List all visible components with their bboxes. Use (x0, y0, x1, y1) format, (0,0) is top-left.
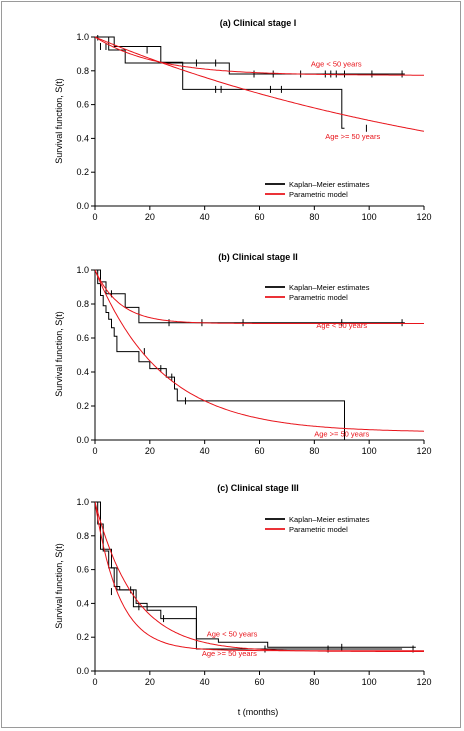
x-tick-label: 20 (145, 677, 155, 687)
panel-stage-1: (a) Clinical stage I Survival function, … (54, 18, 432, 222)
y-tick-label: 0.0 (76, 435, 89, 445)
x-tick-label: 0 (92, 446, 97, 456)
y-tick-label: 0.6 (76, 565, 89, 575)
legend-label: Kaplan–Meier estimates (289, 180, 370, 189)
y-tick-label: 0.2 (76, 167, 89, 177)
legend-label: Parametric model (289, 293, 348, 302)
x-tick-label: 80 (309, 212, 319, 222)
group-annotation: Age < 50 years (207, 629, 258, 638)
x-tick-label: 20 (145, 212, 155, 222)
panel-stage-2: (b) Clinical stage II Survival function,… (54, 252, 432, 456)
x-tick-label: 60 (254, 677, 264, 687)
legend-label: Parametric model (289, 525, 348, 534)
x-tick-label: 0 (92, 677, 97, 687)
x-tick-label: 40 (200, 677, 210, 687)
km-curve-older (95, 269, 345, 440)
group-annotation: Age >= 50 years (314, 430, 369, 439)
y-axis-label: Survival function, S(t) (54, 78, 64, 164)
plot-area (95, 501, 424, 653)
legend-label: Kaplan–Meier estimates (289, 515, 370, 524)
x-tick-label: 60 (254, 212, 264, 222)
x-tick-label: 100 (362, 677, 377, 687)
panel-title: (a) Clinical stage I (220, 18, 297, 28)
y-tick-label: 0.8 (76, 299, 89, 309)
model-curve-younger (95, 36, 424, 76)
panel-title: (c) Clinical stage III (217, 483, 299, 493)
group-annotation: Age >= 50 years (202, 649, 257, 658)
x-tick-label: 40 (200, 212, 210, 222)
model-curve-younger (95, 501, 424, 652)
x-tick-label: 120 (416, 212, 431, 222)
model-curve-younger (95, 269, 424, 324)
y-tick-label: 0.2 (76, 632, 89, 642)
model-curve-older (95, 36, 424, 132)
y-tick-label: 0.4 (76, 133, 89, 143)
y-axis-label: Survival function, S(t) (54, 311, 64, 397)
y-axis-label: Survival function, S(t) (54, 543, 64, 629)
y-tick-label: 1.0 (76, 32, 89, 42)
group-annotation: Age >= 50 years (325, 132, 380, 141)
legend-label: Parametric model (289, 190, 348, 199)
group-annotation: Age < 50 years (311, 60, 362, 69)
group-annotation: Age < 50 years (316, 321, 367, 330)
x-tick-label: 40 (200, 446, 210, 456)
x-axis-label: t (months) (238, 707, 279, 717)
y-tick-label: 1.0 (76, 497, 89, 507)
x-tick-label: 80 (309, 446, 319, 456)
panel-title: (b) Clinical stage II (218, 252, 298, 262)
km-curve-younger (95, 269, 405, 324)
y-tick-label: 0.8 (76, 66, 89, 76)
plot-area (95, 269, 424, 440)
y-tick-label: 0.4 (76, 367, 89, 377)
km-curve-older (95, 36, 345, 129)
model-curve-older (95, 501, 424, 652)
km-curve-older (95, 501, 403, 650)
plot-area (95, 35, 424, 132)
km-curve-younger (95, 501, 416, 648)
x-tick-label: 20 (145, 446, 155, 456)
x-tick-label: 80 (309, 677, 319, 687)
y-tick-label: 0.0 (76, 666, 89, 676)
y-tick-label: 0.8 (76, 531, 89, 541)
y-tick-label: 0.0 (76, 201, 89, 211)
y-tick-label: 0.4 (76, 598, 89, 608)
x-tick-label: 120 (416, 446, 431, 456)
x-tick-label: 100 (362, 446, 377, 456)
y-tick-label: 0.6 (76, 333, 89, 343)
y-tick-label: 1.0 (76, 265, 89, 275)
panel-stage-3: (c) Clinical stage III Survival function… (54, 483, 432, 687)
km-curve-younger (95, 36, 405, 75)
y-tick-label: 0.2 (76, 401, 89, 411)
x-tick-label: 120 (416, 677, 431, 687)
model-curve-older (95, 269, 424, 432)
x-tick-label: 60 (254, 446, 264, 456)
x-tick-label: 100 (362, 212, 377, 222)
y-tick-label: 0.6 (76, 100, 89, 110)
x-tick-label: 0 (92, 212, 97, 222)
legend-label: Kaplan–Meier estimates (289, 283, 370, 292)
